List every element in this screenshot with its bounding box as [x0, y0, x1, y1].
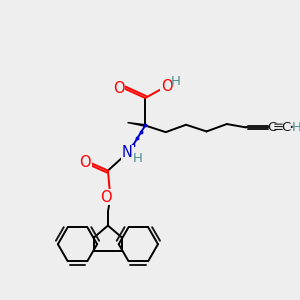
Text: N: N: [122, 146, 133, 160]
Polygon shape: [128, 122, 145, 126]
Text: O: O: [100, 190, 112, 205]
Text: O: O: [113, 81, 124, 96]
Text: O: O: [161, 79, 172, 94]
Text: C: C: [281, 121, 290, 134]
Text: H: H: [291, 121, 300, 134]
Text: ·: ·: [289, 119, 294, 137]
Text: ≡: ≡: [273, 121, 284, 134]
Text: O: O: [80, 155, 91, 170]
Text: C: C: [267, 121, 276, 134]
Text: H: H: [171, 75, 181, 88]
Text: H: H: [132, 152, 142, 165]
